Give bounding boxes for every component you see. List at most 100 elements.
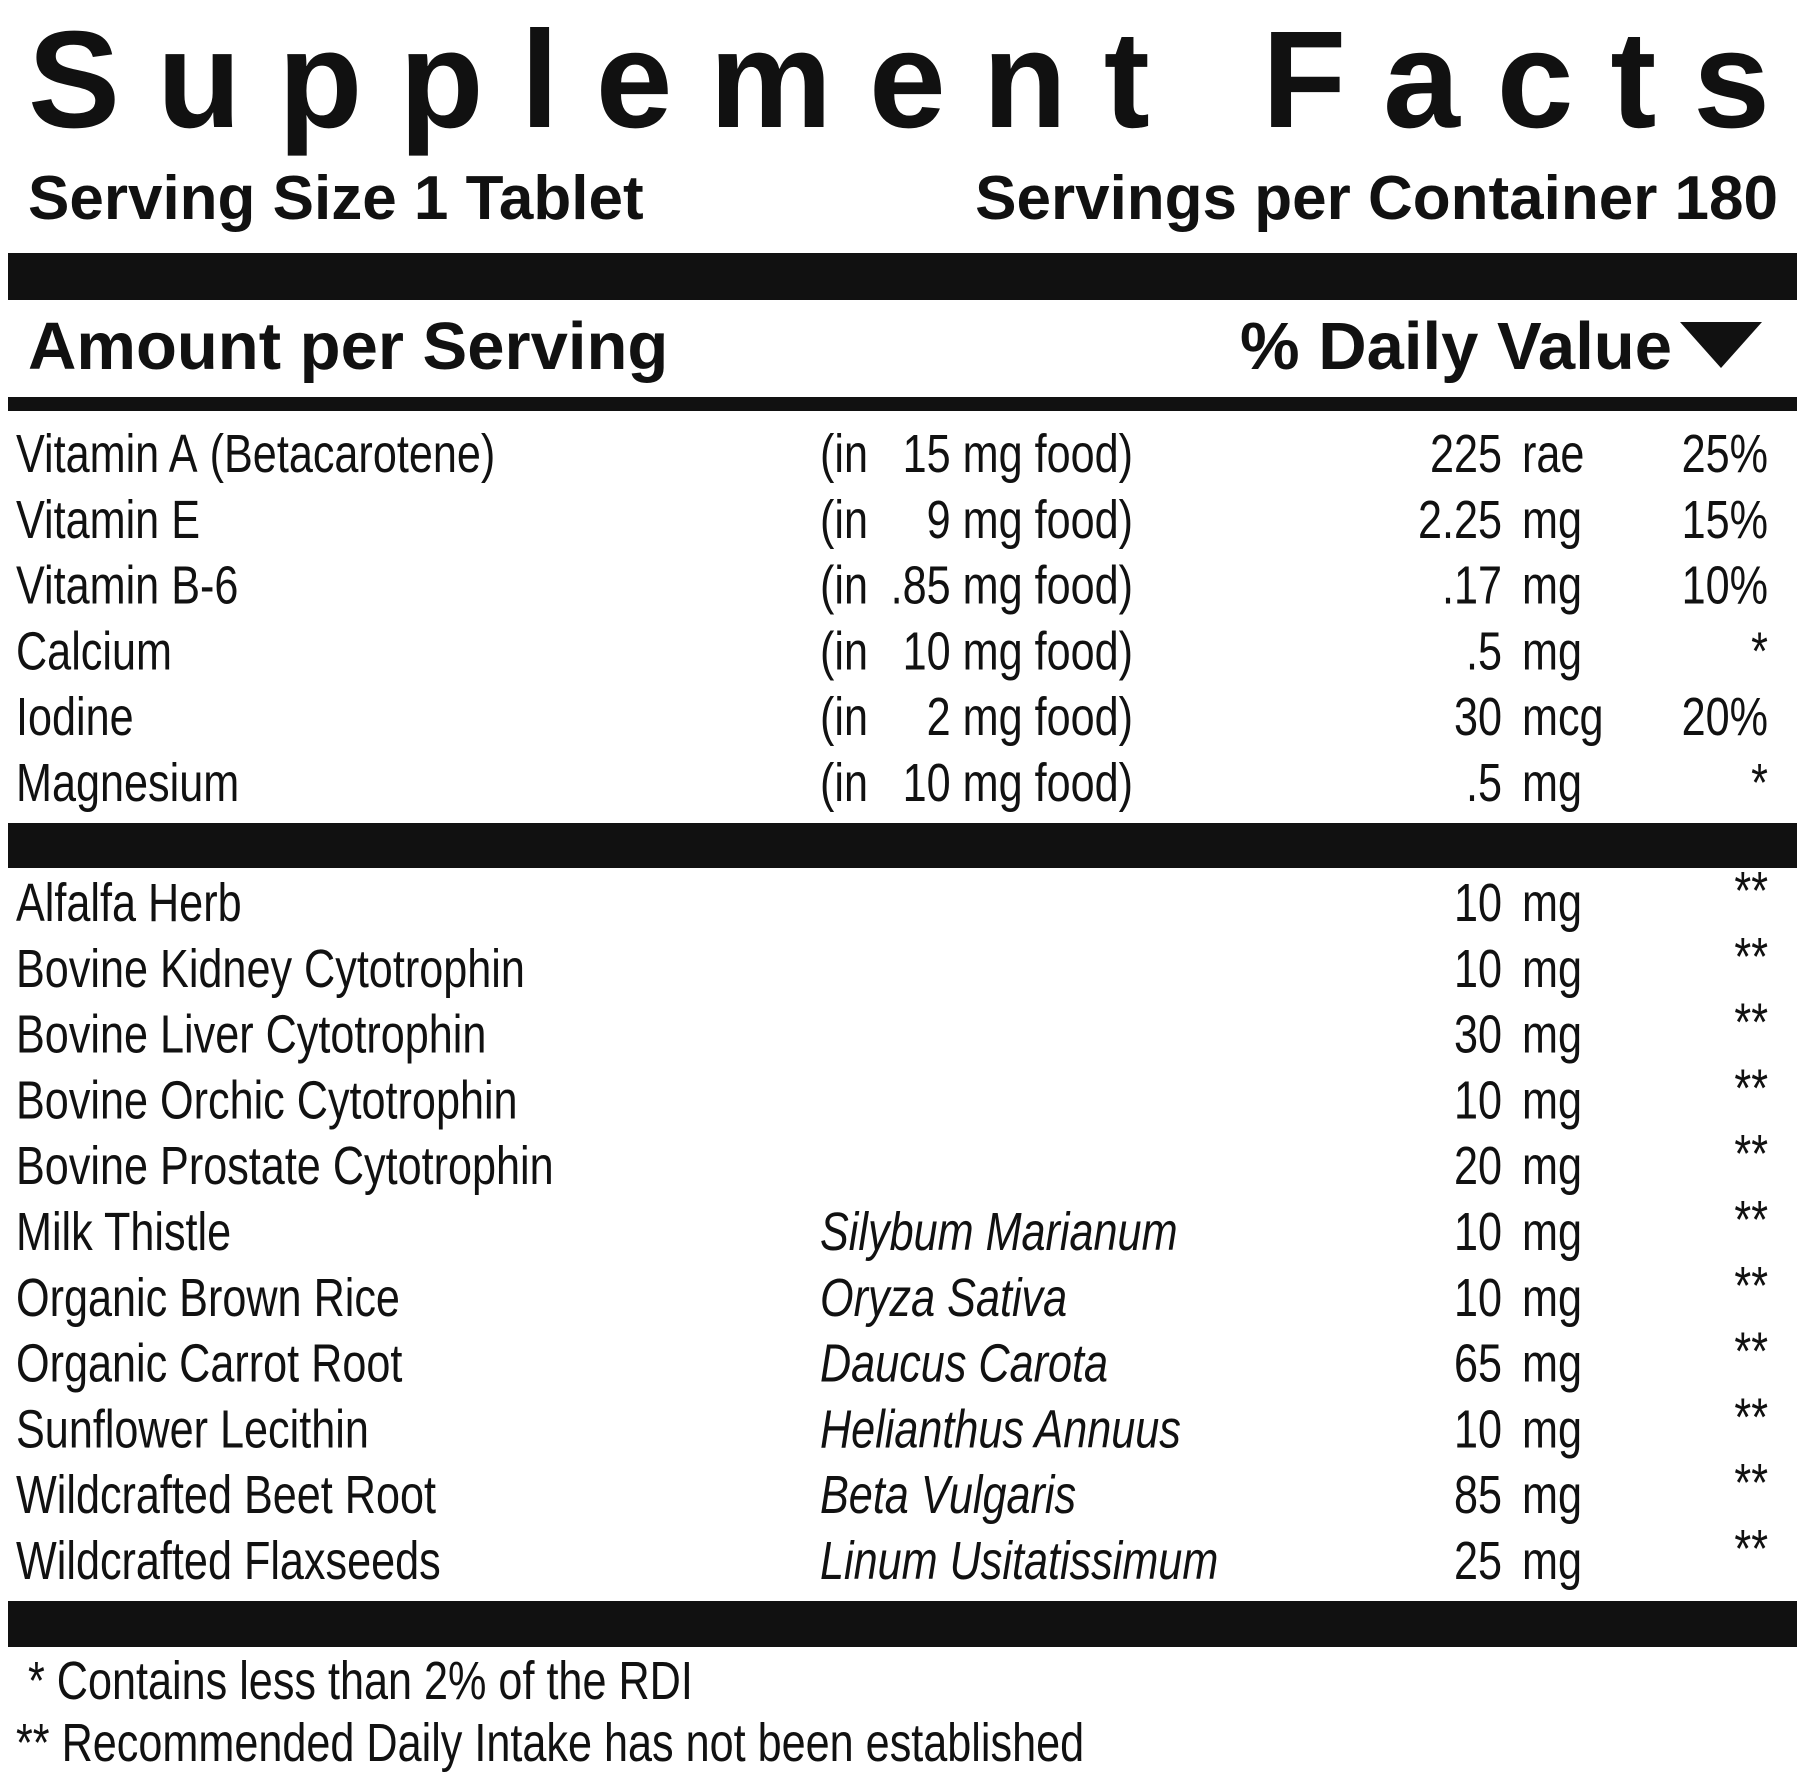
latin-name: Oryza Sativa <box>820 1268 1067 1328</box>
ingredient-name: Bovine Prostate Cytotrophin <box>16 1137 554 1197</box>
daily-value: 25% <box>1682 425 1768 485</box>
divider-bar <box>8 253 1797 300</box>
ingredient-name-group: Sunflower Lecithin <box>16 1400 369 1460</box>
title: Supplement Facts <box>28 3 1770 157</box>
latin-name-group: Silybum Marianum <box>820 1203 1178 1263</box>
daily-value-group: ** <box>1734 1191 1768 1251</box>
nutrient-name-text: Calcium <box>16 622 172 682</box>
unit: mg <box>1522 1203 1582 1263</box>
unit: mg <box>1522 556 1582 616</box>
unit-group: mg <box>1522 1466 1582 1526</box>
source-amount: .85 mg food) <box>891 556 1133 616</box>
latin-name: Helianthus Annuus <box>820 1400 1181 1460</box>
unit-group: mg <box>1522 1137 1582 1197</box>
amount-group: 65 <box>1454 1334 1502 1394</box>
daily-value: ** <box>1734 1520 1768 1580</box>
source-amount-group: 10 mg food) <box>903 622 1133 682</box>
amount: 30 <box>1454 688 1502 748</box>
daily-value: 20% <box>1682 688 1768 748</box>
amount-group: 10 <box>1454 1268 1502 1328</box>
dv-header: % Daily Value <box>1240 309 1672 384</box>
source-prefix: (in <box>820 556 868 616</box>
daily-value: ** <box>1734 1191 1768 1251</box>
amount-group: 10 <box>1454 1071 1502 1131</box>
unit-group: mcg <box>1522 688 1604 748</box>
name-group: Vitamin E <box>16 490 200 550</box>
source-amount-group: .85 mg food) <box>891 556 1133 616</box>
ingredient-name: Bovine Kidney Cytotrophin <box>16 939 525 999</box>
nutrient-name: Magnesium <box>16 754 239 814</box>
daily-value-group: 15% <box>1682 490 1768 550</box>
unit-group: mg <box>1522 1532 1582 1592</box>
daily-value-group: ** <box>1734 1520 1768 1580</box>
amount: .5 <box>1466 754 1502 814</box>
unit: mg <box>1522 1268 1582 1328</box>
name-group: Vitamin B-6 <box>16 556 238 616</box>
footnote: ** Recommended Daily Intake has not been… <box>16 1714 1084 1774</box>
unit: mg <box>1522 1532 1582 1592</box>
daily-value: ** <box>1734 1454 1768 1514</box>
nutrient-name: Vitamin A (Betacarotene) <box>16 425 495 485</box>
source-amount: 15 mg food) <box>903 425 1133 485</box>
unit-group: mg <box>1522 1400 1582 1460</box>
source-amount-group: 2 mg food) <box>927 688 1133 748</box>
daily-value-group: ** <box>1734 927 1768 987</box>
unit: mg <box>1522 622 1582 682</box>
amount-group: 10 <box>1454 1400 1502 1460</box>
source-prefix: (in <box>820 688 868 748</box>
ingredient-name-group: Bovine Liver Cytotrophin <box>16 1005 486 1065</box>
unit: mg <box>1522 1137 1582 1197</box>
unit-group: mg <box>1522 1268 1582 1328</box>
source-prefix: (in <box>820 490 868 550</box>
rows: Vitamin A (Betacarotene) (in 15 mg food) 22… <box>16 425 1768 1774</box>
nutrient-name-text: Magnesium <box>16 754 239 814</box>
source-amount: 2 mg food) <box>927 688 1133 748</box>
ingredient-name-group: Wildcrafted Beet Root <box>16 1466 436 1526</box>
footnote: * Contains less than 2% of the RDI <box>28 1652 693 1712</box>
amount-group: 20 <box>1454 1137 1502 1197</box>
daily-value-group: ** <box>1734 1322 1768 1382</box>
nutrient-note: (Betacarotene) <box>210 425 496 485</box>
ingredient-name: Wildcrafted Flaxseeds <box>16 1532 441 1592</box>
ingredient-name: Sunflower Lecithin <box>16 1400 369 1460</box>
daily-value-group: * <box>1751 622 1768 682</box>
unit: mg <box>1522 1400 1582 1460</box>
daily-value-group: * <box>1751 754 1768 814</box>
amount: 65 <box>1454 1334 1502 1394</box>
ingredient-name: Bovine Liver Cytotrophin <box>16 1005 486 1065</box>
amount: 20 <box>1454 1137 1502 1197</box>
name-group: Magnesium <box>16 754 239 814</box>
unit: mg <box>1522 490 1582 550</box>
source-amount-group: 15 mg food) <box>903 425 1133 485</box>
source-prefix: (in <box>820 622 868 682</box>
amount-group: 10 <box>1454 1203 1502 1263</box>
daily-value: ** <box>1734 1125 1768 1185</box>
source-prefix-group: (in <box>820 490 868 550</box>
ingredient-name: Milk Thistle <box>16 1203 231 1263</box>
daily-value: ** <box>1734 993 1768 1053</box>
amount-group: 85 <box>1454 1466 1502 1526</box>
amount-group: 225 <box>1430 425 1502 485</box>
unit: rae <box>1522 425 1584 485</box>
unit-group: mg <box>1522 939 1582 999</box>
amount: 25 <box>1454 1532 1502 1592</box>
footnote-group: * Contains less than 2% of the RDI <box>28 1652 693 1712</box>
ingredient-name-group: Bovine Prostate Cytotrophin <box>16 1137 554 1197</box>
daily-value-group: 25% <box>1682 425 1768 485</box>
source-prefix-group: (in <box>820 556 868 616</box>
ingredient-name: Wildcrafted Beet Root <box>16 1466 436 1526</box>
divider-bar <box>8 1601 1797 1647</box>
unit-group: mg <box>1522 1005 1582 1065</box>
source-prefix-group: (in <box>820 622 868 682</box>
unit: mg <box>1522 1071 1582 1131</box>
unit-group: mg <box>1522 622 1582 682</box>
unit: mg <box>1522 1334 1582 1394</box>
daily-value: * <box>1751 754 1768 814</box>
daily-value: ** <box>1734 927 1768 987</box>
nutrient-name-text: Iodine <box>16 688 134 748</box>
amount: 10 <box>1454 1203 1502 1263</box>
unit-group: mg <box>1522 1203 1582 1263</box>
source-prefix-group: (in <box>820 754 868 814</box>
daily-value: ** <box>1734 1388 1768 1448</box>
